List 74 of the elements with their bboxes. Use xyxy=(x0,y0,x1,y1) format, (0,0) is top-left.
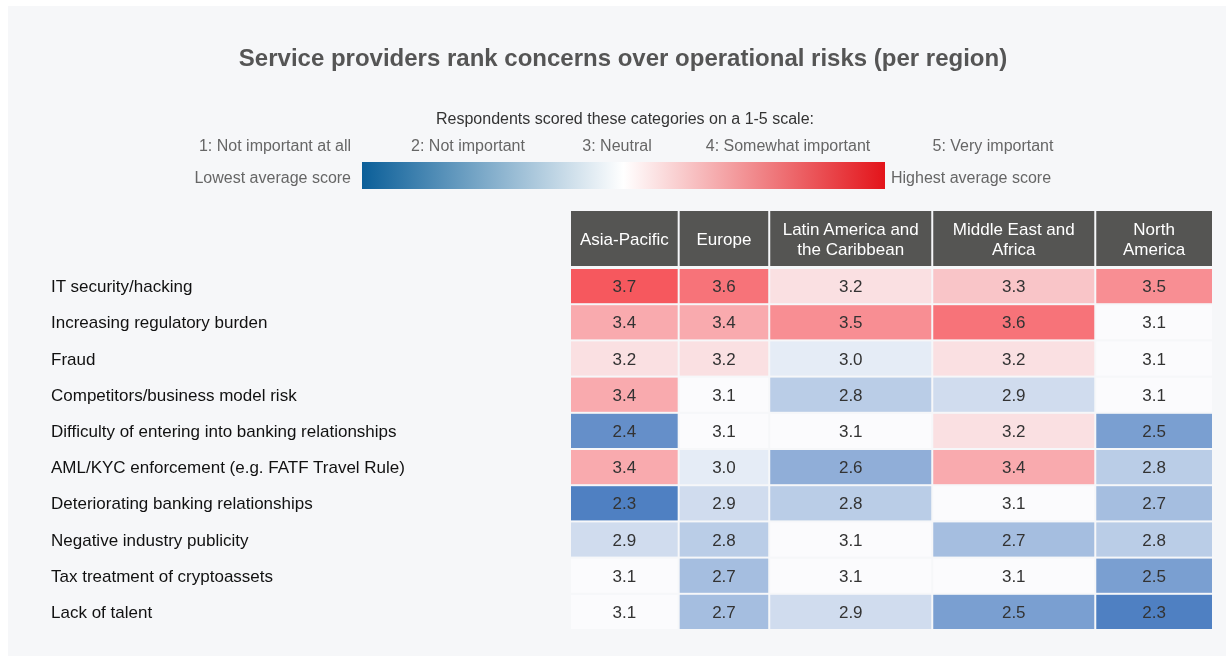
data-label: 3.6 xyxy=(1001,313,1026,333)
data-label: 2.7 xyxy=(1142,494,1166,514)
data-label: 2.8 xyxy=(838,385,863,405)
x-tick-label: Asia-Pacific xyxy=(579,229,670,249)
y-tick-label: Deteriorating banking relationships xyxy=(51,494,313,514)
y-tick-label: Difficulty of entering into banking relationships xyxy=(51,421,397,441)
data-label: 3.7 xyxy=(612,277,637,297)
data-label: 3.1 xyxy=(712,385,736,405)
y-tick-label: Increasing regulatory burden xyxy=(51,313,268,333)
data-label: 3.1 xyxy=(1142,385,1166,405)
y-tick-label: Lack of talent xyxy=(51,602,153,622)
data-label: 3.1 xyxy=(612,566,637,586)
y-tick-label: Tax treatment of cryptoassets xyxy=(51,566,274,586)
data-label: 2.5 xyxy=(1142,566,1166,586)
y-tick-label: AML/KYC enforcement (e.g. FATF Travel Rule) xyxy=(51,458,405,478)
text: 2: Not important xyxy=(411,137,526,154)
data-label: 3.4 xyxy=(612,458,637,478)
x-tick-label: North America xyxy=(1122,219,1186,259)
y-tick-label: Negative industry publicity xyxy=(51,530,249,550)
data-label: 3.2 xyxy=(712,349,736,369)
data-label: 2.5 xyxy=(1142,421,1166,441)
data-label: 2.7 xyxy=(1001,530,1026,550)
data-label: 3.0 xyxy=(712,458,736,478)
data-label: 3.1 xyxy=(1142,313,1166,333)
data-label: 3.1 xyxy=(838,566,863,586)
data-label: 2.8 xyxy=(712,530,736,550)
x-tick-label: Middle East and Africa xyxy=(952,219,1075,259)
data-label: 2.8 xyxy=(838,494,863,514)
data-label: 3.2 xyxy=(612,349,637,369)
data-label: 2.4 xyxy=(612,421,637,441)
data-label: 3.4 xyxy=(1001,458,1026,478)
data-label: 2.5 xyxy=(1001,602,1026,622)
data-label: 3.1 xyxy=(1001,494,1026,514)
chart-title: Service providers rank concerns over operational risks (per region) xyxy=(238,44,1008,71)
data-label: 2.9 xyxy=(612,530,637,550)
data-label: 2.6 xyxy=(838,458,863,478)
data-label: 3.1 xyxy=(612,602,637,622)
data-label: 2.3 xyxy=(612,494,637,514)
data-label: 3.1 xyxy=(838,421,863,441)
data-label: 3.4 xyxy=(612,313,637,333)
y-tick-label: IT security/hacking xyxy=(51,277,193,297)
y-tick-label: Fraud xyxy=(51,349,96,369)
data-label: 3.1 xyxy=(1001,566,1026,586)
data-label: 2.9 xyxy=(1001,385,1026,405)
data-label: 3.5 xyxy=(1142,277,1166,297)
x-tick-label: Europe xyxy=(696,229,752,249)
data-label: 3.0 xyxy=(838,349,863,369)
data-label: 3.6 xyxy=(712,277,736,297)
data-label: 3.3 xyxy=(1001,277,1026,297)
data-label: 3.1 xyxy=(1142,349,1166,369)
text: 4: Somewhat important xyxy=(705,137,871,154)
data-label: 3.1 xyxy=(712,421,736,441)
text: Highest average score xyxy=(891,169,1052,186)
text: Lowest average score xyxy=(194,169,352,186)
data-label: 3.5 xyxy=(838,313,863,333)
data-label: 2.8 xyxy=(1142,458,1166,478)
y-tick-label: Competitors/business model risk xyxy=(51,385,298,405)
data-label: 3.4 xyxy=(612,385,637,405)
data-label: 2.7 xyxy=(712,566,736,586)
x-tick-label: Latin America and the Caribbean xyxy=(782,219,919,259)
data-label: 3.2 xyxy=(1001,349,1026,369)
text: 5: Very important xyxy=(932,137,1055,154)
chart-subtitle: Respondents scored these categories on a 1-5 scale: xyxy=(435,110,815,127)
text: 1: Not important at all xyxy=(198,137,352,154)
data-label: 3.1 xyxy=(838,530,863,550)
data-label: 2.9 xyxy=(712,494,736,514)
data-label: 2.3 xyxy=(1142,602,1166,622)
data-label: 3.4 xyxy=(712,313,736,333)
data-label: 3.2 xyxy=(1001,421,1026,441)
data-label: 2.9 xyxy=(838,602,863,622)
text: 3: Neutral xyxy=(582,137,652,154)
data-label: 3.2 xyxy=(838,277,863,297)
data-label: 2.7 xyxy=(712,602,736,622)
data-label: 2.8 xyxy=(1142,530,1166,550)
